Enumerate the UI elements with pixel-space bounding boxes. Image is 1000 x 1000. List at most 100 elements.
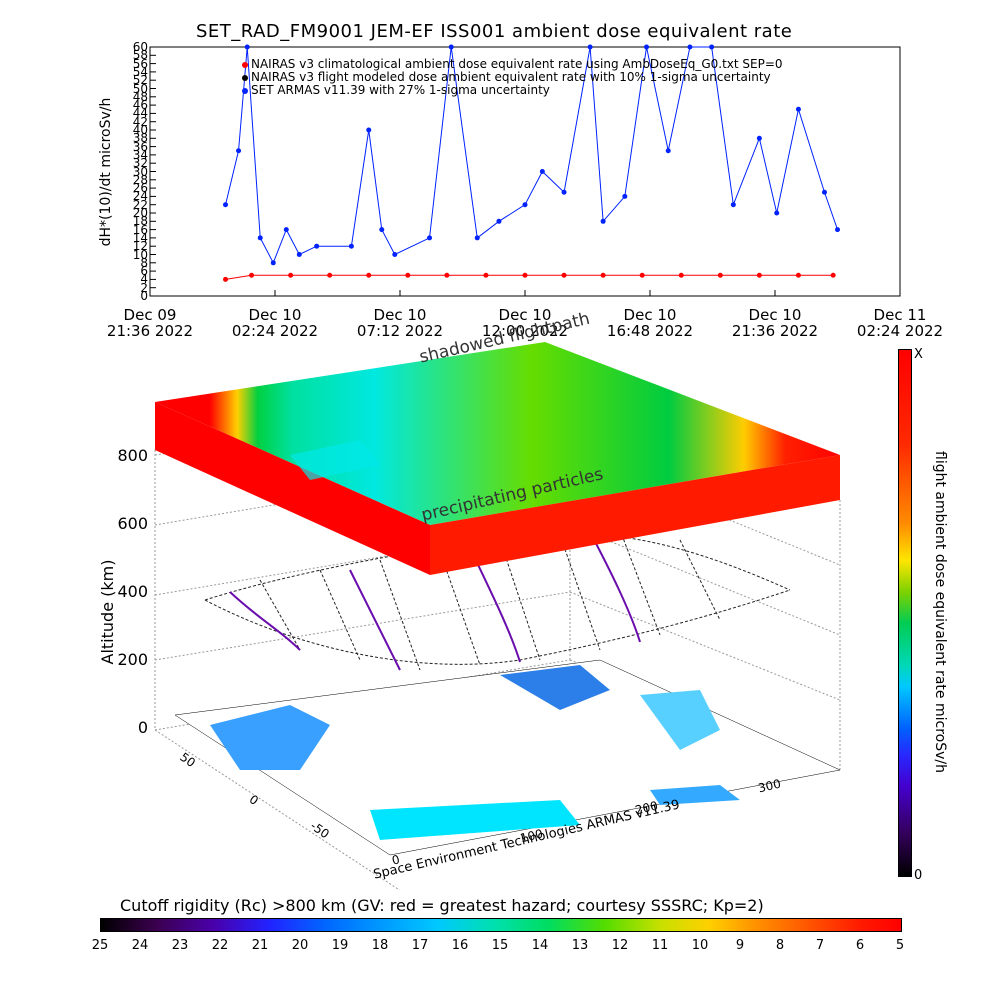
data-point [644, 44, 650, 50]
data-point [257, 235, 263, 241]
data-point [561, 189, 567, 195]
rigidity-tick-label: 8 [775, 938, 785, 953]
data-point [366, 127, 372, 133]
legend-entry: SET ARMAS v11.39 with 27% 1-sigma uncert… [242, 84, 550, 96]
data-point [774, 210, 780, 216]
y-tick-label: 6 [140, 264, 148, 279]
legend-entry: NAIRAS v3 flight modeled dose ambient eq… [242, 71, 771, 83]
x-tick-label: Dec 11 02:24 2022 [856, 306, 944, 340]
y-tick-label: 12 [132, 239, 148, 254]
rigidity-tick-label: 18 [371, 938, 389, 953]
data-point [392, 252, 398, 257]
landmass-shape [210, 705, 330, 770]
data-point [756, 135, 762, 141]
x-tick-label: Dec 10 16:48 2022 [606, 306, 694, 340]
altitude-tick-label: 800 [117, 446, 148, 465]
rigidity-tick-label: 15 [491, 938, 509, 953]
series-line [225, 274, 834, 280]
rigidity-tick-label: 5 [895, 938, 905, 953]
y-tick-label: 18 [132, 214, 148, 229]
data-point [830, 272, 836, 278]
data-point [665, 148, 671, 154]
data-point [283, 227, 289, 233]
y-tick-label: 32 [132, 156, 148, 171]
altitude-tick-label: 600 [117, 514, 148, 533]
rigidity-tick-label: 10 [691, 938, 709, 953]
data-point [314, 243, 320, 249]
rigidity-tick-label: 24 [131, 938, 149, 953]
altitude-tick-label: 0 [137, 718, 148, 737]
data-point [427, 235, 433, 241]
y-tick-label: 14 [132, 230, 148, 245]
rigidity-tick-label: 12 [611, 938, 629, 953]
rigidity-tick-label: 7 [815, 938, 825, 953]
data-point [600, 272, 606, 278]
rigidity-tick-label: 9 [735, 938, 745, 953]
x-tick-label: Dec 10 02:24 2022 [231, 306, 319, 340]
rigidity-tick-label: 21 [251, 938, 269, 953]
y-tick-label: 48 [132, 89, 148, 104]
rigidity-tick-label: 16 [451, 938, 469, 953]
series-line [225, 46, 838, 265]
rigidity-tick-label: 25 [91, 938, 109, 953]
data-point [483, 272, 489, 278]
y-tick-label: 52 [132, 73, 148, 88]
y-tick-label: 26 [132, 181, 148, 196]
y-tick-label: 2 [140, 280, 148, 295]
data-point [249, 272, 255, 278]
y-tick-label: 0 [140, 289, 148, 303]
main-title: SET_RAD_FM9001 JEM-EF ISS001 ambient dos… [196, 21, 793, 42]
cutoff-rigidity-label: Cutoff rigidity (Rc) >800 km (GV: red = … [120, 896, 764, 915]
cutoff-rigidity-colorbar [100, 918, 902, 932]
y-tick-label: 38 [132, 131, 148, 146]
data-point [296, 252, 302, 257]
x-tick-label: Dec 10 12:00 2022 [481, 306, 569, 340]
y-tick-label: 60 [132, 40, 148, 54]
data-point [678, 272, 684, 278]
data-point [539, 169, 545, 174]
rigidity-tick-label: 22 [211, 938, 229, 953]
colorbar-top-label: X [914, 347, 923, 362]
data-point [379, 227, 385, 233]
data-point [795, 272, 801, 278]
data-point [366, 272, 372, 278]
y-tick-label: 30 [132, 164, 148, 179]
y-tick-label: 20 [132, 206, 148, 220]
data-point [587, 44, 593, 50]
legend-marker [242, 61, 248, 68]
y-tick-label: 4 [140, 272, 148, 287]
data-point [223, 202, 229, 208]
rigidity-tick-label: 14 [531, 938, 549, 953]
altitude-tick-label: 400 [117, 582, 148, 601]
data-point [687, 44, 693, 50]
data-point [348, 243, 354, 249]
rigidity-tick-label: 23 [171, 938, 189, 953]
dose-slab-side [430, 455, 840, 575]
colorbar-axis-label: flight ambient dose equivalent rate micr… [932, 451, 948, 773]
data-point [327, 272, 333, 278]
data-point [236, 148, 242, 154]
dose-slab-front [155, 402, 430, 575]
x-tick-label: Dec 09 21:36 2022 [106, 306, 194, 340]
legend-label: NAIRAS v3 flight modeled dose ambient eq… [251, 70, 771, 84]
legend-label: SET ARMAS v11.39 with 27% 1-sigma uncert… [251, 83, 550, 97]
data-point [717, 272, 723, 278]
rigidity-tick-label: 13 [571, 938, 589, 953]
y-tick-label: 54 [132, 64, 148, 79]
data-point [730, 202, 736, 208]
data-point [561, 272, 567, 278]
y-tick-label: 36 [132, 139, 148, 154]
y-tick-label: 58 [132, 48, 148, 63]
y-tick-label: 28 [132, 172, 148, 187]
data-point [522, 202, 528, 208]
data-point [405, 272, 411, 278]
colorbar-bottom-label: 0 [914, 868, 923, 883]
data-point [244, 44, 250, 50]
data-point [522, 272, 528, 278]
y-tick-label: 22 [132, 197, 148, 212]
rigidity-tick-label: 19 [331, 938, 349, 953]
rigidity-tick-label: 6 [855, 938, 865, 953]
y-tick-label: 8 [140, 255, 148, 270]
x-tick-label: Dec 10 07:12 2022 [356, 306, 444, 340]
data-point [709, 44, 715, 50]
